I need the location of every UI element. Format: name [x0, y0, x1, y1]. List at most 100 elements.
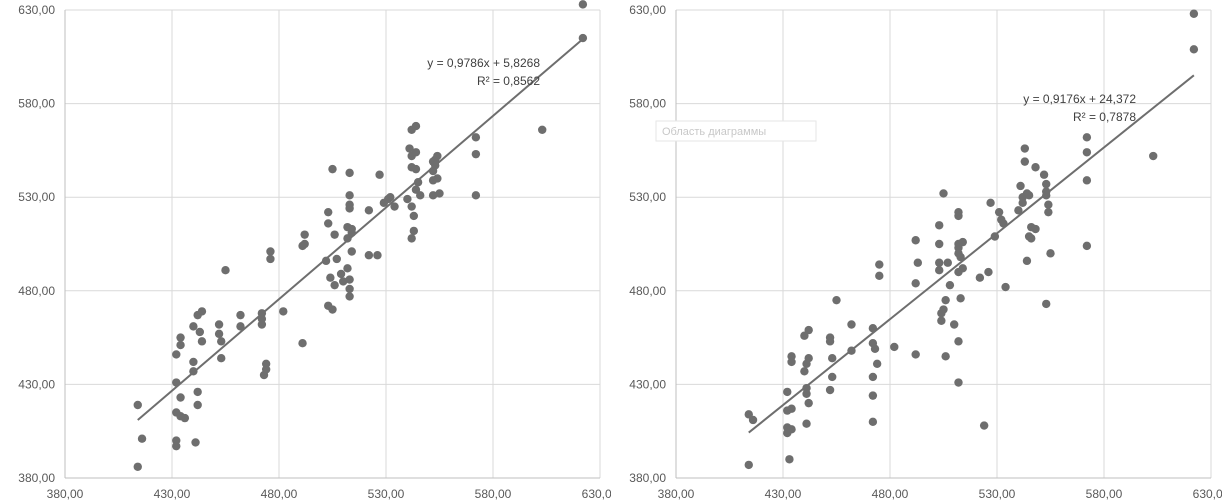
data-point[interactable] [800, 367, 809, 376]
data-point[interactable] [407, 234, 416, 243]
data-point[interactable] [984, 267, 993, 277]
data-point[interactable] [1042, 191, 1051, 200]
data-point[interactable] [1189, 9, 1199, 18]
data-point[interactable] [1044, 200, 1053, 209]
data-point[interactable] [328, 305, 337, 314]
data-point[interactable] [324, 219, 333, 228]
data-point[interactable] [411, 148, 421, 157]
data-point[interactable] [411, 121, 421, 131]
data-point[interactable] [172, 378, 181, 387]
data-point[interactable] [804, 325, 813, 335]
data-point[interactable] [390, 202, 399, 211]
data-point[interactable] [1046, 249, 1055, 258]
data-point[interactable] [986, 198, 995, 208]
data-point[interactable] [875, 260, 884, 269]
data-point[interactable] [1020, 144, 1030, 153]
data-point[interactable] [875, 271, 884, 281]
data-point[interactable] [321, 256, 331, 266]
data-point[interactable] [935, 266, 944, 275]
data-point[interactable] [189, 367, 198, 376]
data-point[interactable] [828, 353, 837, 363]
data-point[interactable] [345, 191, 354, 200]
data-point[interactable] [804, 398, 813, 408]
data-point[interactable] [373, 251, 382, 260]
data-point[interactable] [1042, 299, 1051, 309]
data-point[interactable] [172, 441, 181, 451]
data-point[interactable] [279, 307, 288, 316]
data-point[interactable] [416, 191, 425, 200]
data-point[interactable] [890, 342, 899, 352]
data-point[interactable] [832, 295, 841, 305]
data-point[interactable] [868, 417, 878, 427]
data-point[interactable] [431, 161, 440, 170]
data-point[interactable] [471, 149, 481, 159]
data-point[interactable] [409, 226, 419, 236]
data-point[interactable] [364, 206, 374, 215]
data-point[interactable] [1031, 224, 1040, 234]
data-point[interactable] [870, 344, 880, 354]
data-point[interactable] [236, 310, 245, 320]
data-point[interactable] [1082, 133, 1092, 142]
data-point[interactable] [939, 189, 948, 198]
data-point[interactable] [330, 230, 339, 239]
data-point[interactable] [825, 337, 835, 346]
data-point[interactable] [343, 264, 352, 273]
data-point[interactable] [802, 419, 811, 428]
data-point[interactable] [787, 404, 796, 413]
data-point[interactable] [911, 279, 920, 288]
data-point[interactable] [332, 254, 341, 264]
data-point[interactable] [847, 346, 856, 355]
data-point[interactable] [825, 385, 835, 395]
data-point[interactable] [828, 372, 837, 382]
data-point[interactable] [943, 258, 952, 267]
data-point[interactable] [345, 275, 354, 284]
data-point[interactable] [785, 455, 794, 464]
data-point[interactable] [937, 316, 946, 325]
data-point[interactable] [197, 337, 207, 346]
data-point[interactable] [802, 389, 811, 398]
data-point[interactable] [1022, 256, 1032, 266]
data-point[interactable] [336, 269, 346, 279]
data-point[interactable] [954, 211, 963, 221]
data-point[interactable] [471, 133, 481, 142]
data-point[interactable] [193, 400, 202, 410]
data-point[interactable] [578, 33, 588, 43]
data-point[interactable] [868, 391, 878, 400]
data-point[interactable] [339, 277, 348, 286]
data-point[interactable] [847, 320, 856, 329]
data-point[interactable] [364, 251, 374, 260]
data-point[interactable] [913, 258, 923, 267]
data-point[interactable] [172, 350, 181, 359]
data-point[interactable] [180, 413, 190, 423]
data-point[interactable] [347, 224, 356, 234]
scatter-chart-right[interactable]: 380,00 430,00 480,00 530,00 580,00 630,00 380,… [611, 0, 1222, 504]
data-point[interactable] [347, 247, 356, 256]
data-point[interactable] [748, 415, 758, 425]
data-point[interactable] [324, 207, 333, 217]
data-point[interactable] [345, 292, 354, 301]
data-point[interactable] [261, 359, 271, 369]
data-point[interactable] [217, 337, 226, 346]
data-point[interactable] [137, 434, 147, 443]
data-point[interactable] [1014, 206, 1023, 215]
data-point[interactable] [176, 333, 185, 342]
data-point[interactable] [935, 239, 944, 249]
data-point[interactable] [990, 232, 1000, 241]
data-point[interactable] [954, 378, 963, 387]
data-point[interactable] [538, 125, 547, 135]
data-point[interactable] [345, 284, 354, 294]
data-point[interactable] [956, 294, 965, 303]
data-point[interactable] [195, 327, 205, 337]
data-point[interactable] [298, 339, 307, 348]
data-point[interactable] [935, 221, 944, 230]
data-point[interactable] [958, 264, 967, 273]
data-point[interactable] [956, 252, 965, 262]
data-point[interactable] [1031, 163, 1040, 172]
data-point[interactable] [911, 350, 920, 359]
data-point[interactable] [221, 266, 230, 275]
data-point[interactable] [950, 320, 959, 329]
data-point[interactable] [217, 353, 226, 363]
data-point[interactable] [1024, 191, 1034, 200]
data-point[interactable] [214, 329, 224, 339]
data-point[interactable] [471, 191, 481, 200]
